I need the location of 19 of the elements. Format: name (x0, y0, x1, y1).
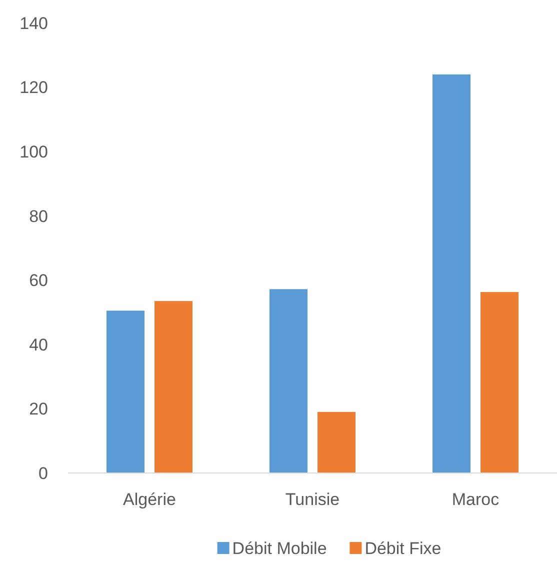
x-tick-label: Maroc (452, 490, 500, 509)
y-tick-label: 80 (29, 206, 48, 226)
legend-label: Débit Mobile (232, 538, 327, 558)
y-tick-label: 60 (29, 271, 48, 290)
y-tick-label: 100 (20, 142, 48, 162)
bar (480, 292, 518, 473)
x-tick-label: Tunisie (285, 490, 340, 509)
bar (106, 310, 144, 473)
y-tick-label: 20 (29, 400, 48, 419)
y-tick-label: 140 (20, 14, 48, 33)
bar (318, 412, 356, 473)
y-tick-label: 0 (38, 464, 48, 483)
x-tick-label: Algérie (123, 490, 176, 509)
legend-label: Débit Fixe (364, 538, 442, 558)
bar (270, 289, 308, 473)
y-tick-label: 40 (29, 335, 48, 354)
bar (432, 74, 470, 473)
bar (154, 301, 192, 473)
y-tick-label: 120 (20, 78, 48, 98)
